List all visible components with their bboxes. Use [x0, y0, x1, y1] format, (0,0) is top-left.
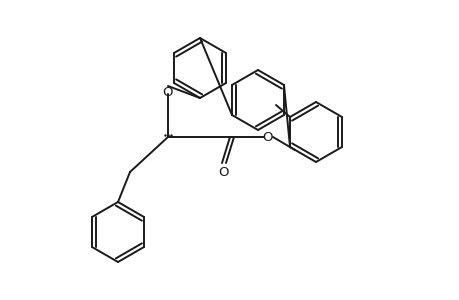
- Text: O: O: [162, 85, 173, 98]
- Text: O: O: [262, 130, 273, 143]
- Text: O: O: [218, 166, 229, 178]
